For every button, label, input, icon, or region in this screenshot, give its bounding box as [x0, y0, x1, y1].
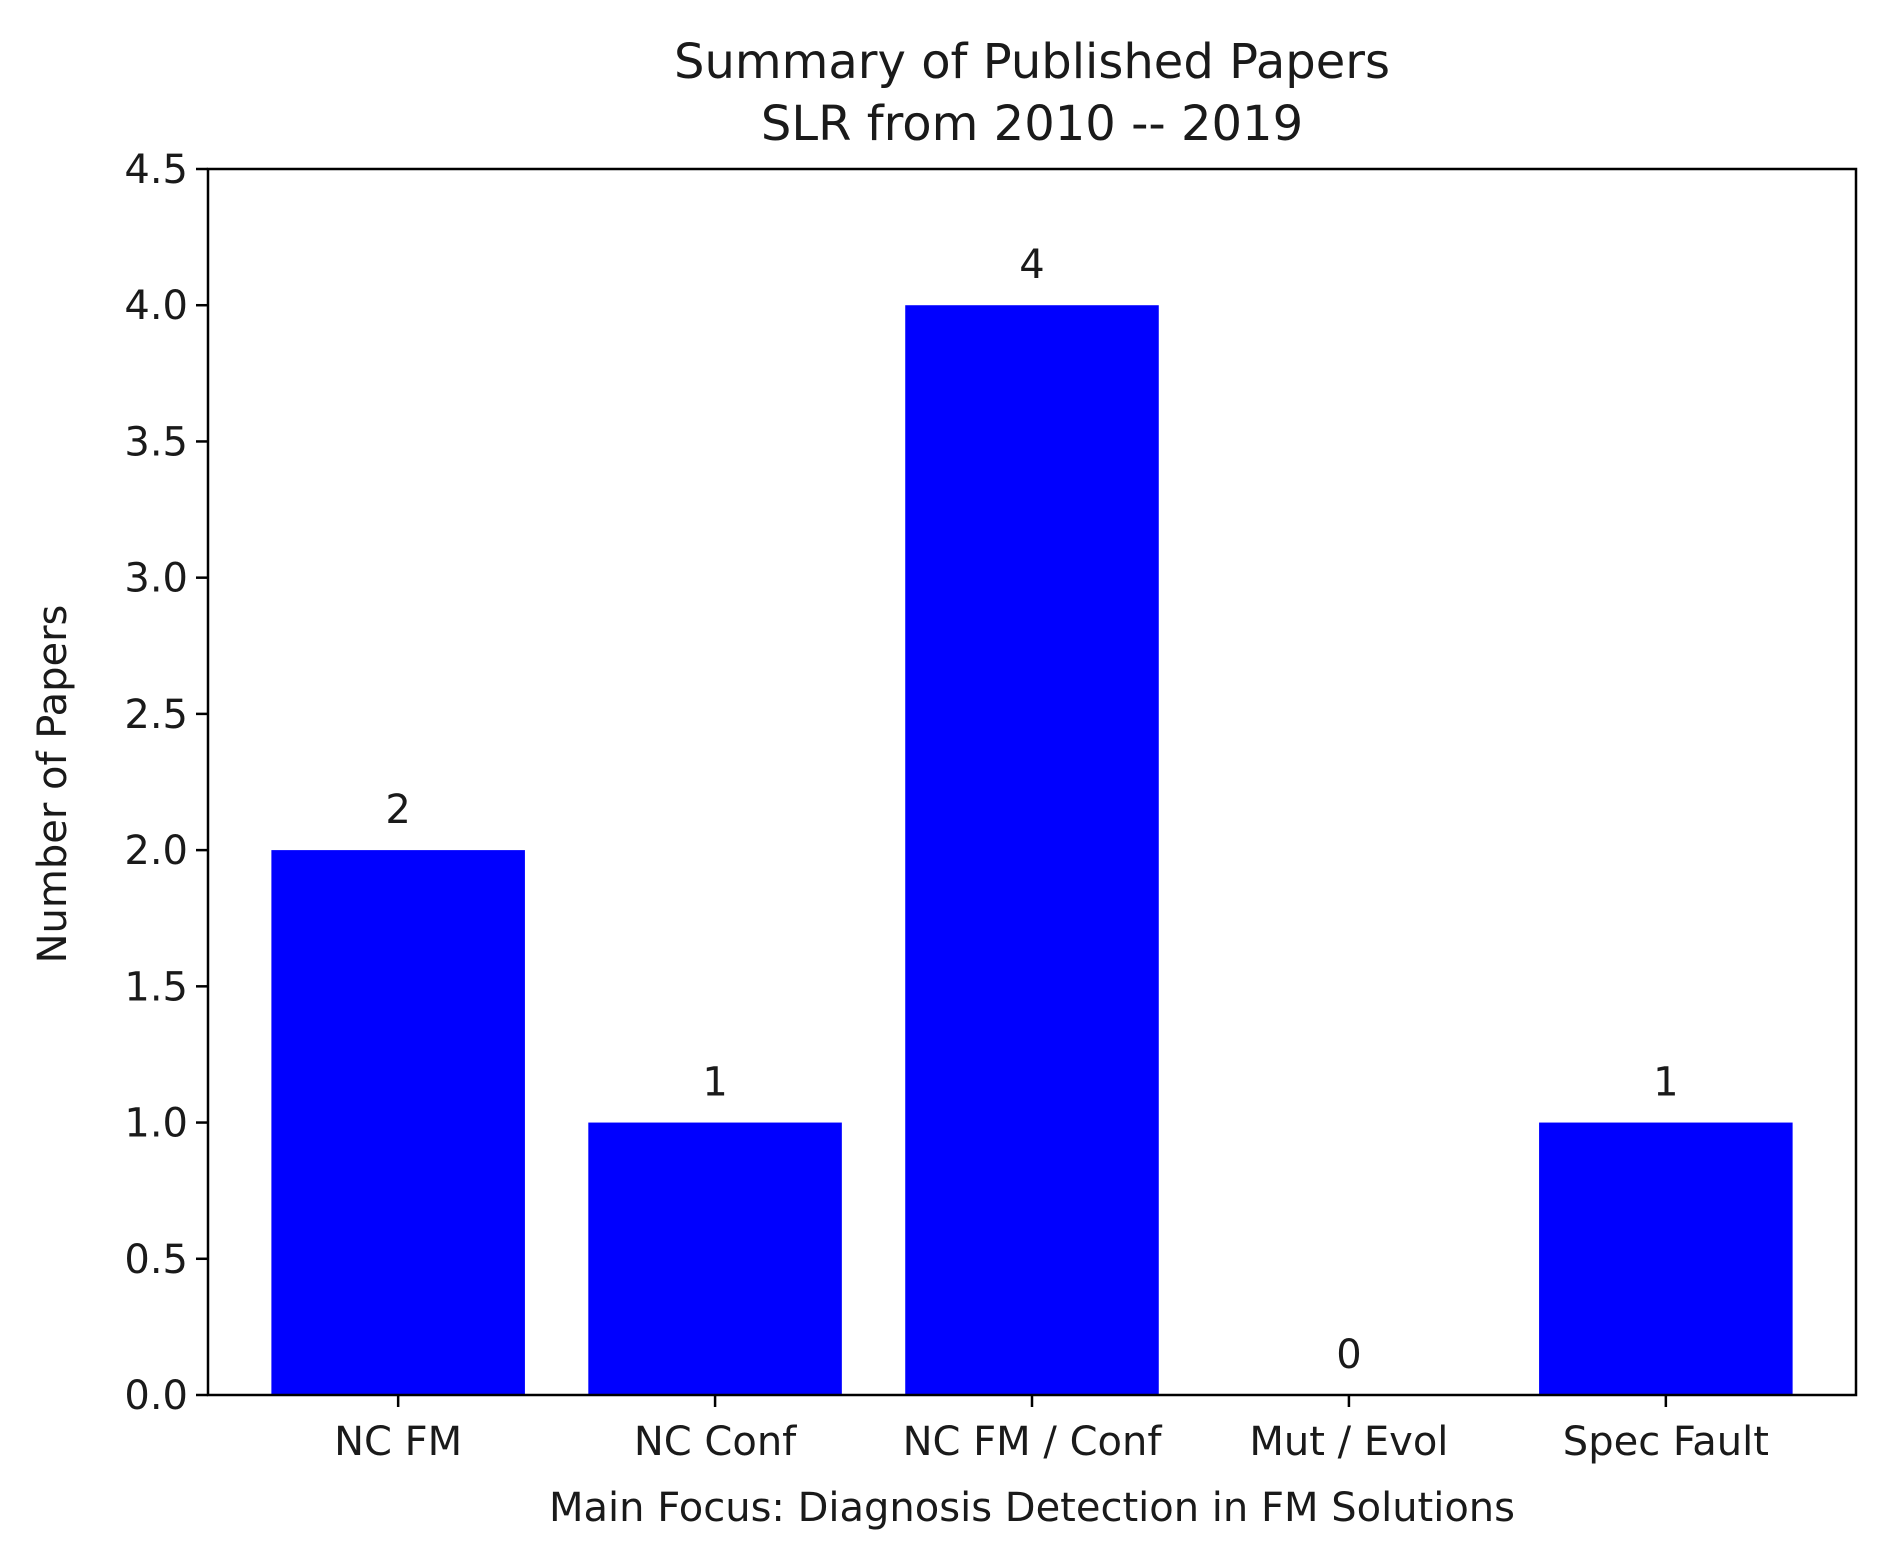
y-tick-label-7: 3.5 [124, 419, 188, 465]
data-label-4: 1 [1653, 1059, 1678, 1105]
y-tick-label-4: 2.0 [124, 828, 188, 874]
data-label-0: 2 [385, 787, 410, 833]
y-tick-label-3: 1.5 [124, 964, 188, 1010]
bar-1 [588, 1122, 842, 1395]
y-tick-label-1: 0.5 [124, 1237, 188, 1283]
x-axis-label: Main Focus: Diagnosis Detection in FM So… [549, 1485, 1515, 1531]
bar-group [271, 305, 1793, 1396]
chart-title: Summary of Published Papers [674, 34, 1390, 90]
data-label-3: 0 [1336, 1332, 1361, 1378]
bar-4 [1539, 1122, 1793, 1395]
y-tick-label-2: 1.0 [124, 1101, 188, 1147]
y-axis-label: Number of Papers [30, 605, 76, 964]
y-tick-label-6: 3.0 [124, 556, 188, 602]
data-label-1: 1 [702, 1059, 727, 1105]
chart-subtitle: SLR from 2010 -- 2019 [761, 96, 1303, 152]
x-tick-label-4: Spec Fault [1563, 1419, 1769, 1465]
y-tick-label-5: 2.5 [124, 692, 188, 738]
x-axis-ticks: NC FM NC Conf NC FM / Conf Mut / Evol Spec F… [334, 1395, 1769, 1465]
y-tick-label-9: 4.5 [124, 147, 188, 193]
bar-0 [271, 850, 525, 1395]
data-label-2: 4 [1019, 242, 1044, 288]
x-tick-label-2: NC FM / Conf [903, 1419, 1163, 1465]
y-tick-label-8: 4.0 [124, 283, 188, 329]
plot-frame [206, 167, 1858, 1397]
bar-2 [905, 305, 1159, 1396]
x-tick-label-3: Mut / Evol [1249, 1419, 1448, 1465]
data-label-group: 2 1 4 0 1 [385, 242, 1678, 1378]
x-tick-label-0: NC FM [334, 1419, 462, 1465]
y-axis-ticks: 0.0 0.5 1.0 1.5 2.0 2.5 3.0 3.5 4.0 4.5 [124, 147, 208, 1419]
x-tick-label-1: NC Conf [634, 1419, 797, 1465]
y-tick-label-0: 0.0 [124, 1373, 188, 1419]
